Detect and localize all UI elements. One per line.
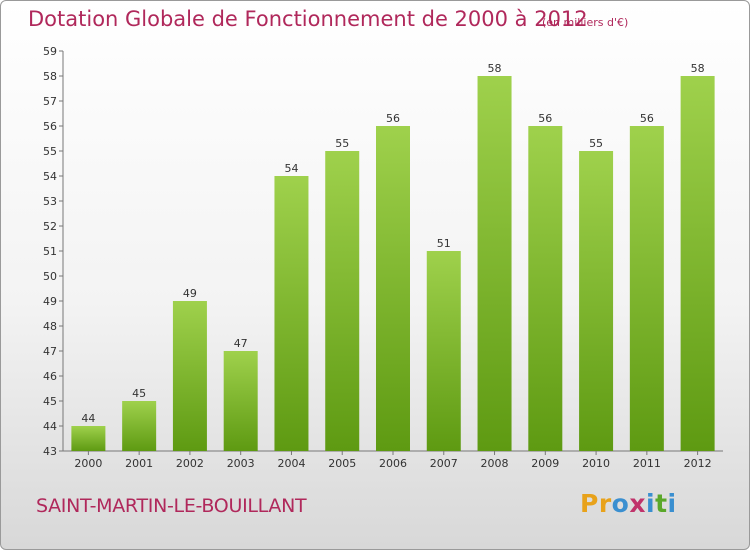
x-tick-label: 2001	[125, 457, 153, 470]
bar	[579, 151, 614, 451]
logo-letter: o	[611, 489, 630, 518]
bar	[71, 426, 106, 451]
bar	[426, 251, 461, 451]
bar	[376, 126, 410, 451]
bar-value-label: 58	[691, 62, 705, 75]
proxiti-logo: Proxiti	[580, 489, 677, 518]
y-tick-label: 45	[43, 395, 57, 408]
bar-value-label: 54	[284, 162, 298, 175]
logo-letter: i	[667, 489, 677, 518]
y-tick-label: 43	[43, 445, 57, 458]
logo-letter: i	[646, 489, 656, 518]
y-tick-label: 52	[43, 220, 57, 233]
y-tick-label: 53	[43, 195, 57, 208]
commune-name: SAINT-MARTIN-LE-BOUILLANT	[36, 495, 307, 517]
logo-letter: t	[655, 489, 668, 518]
y-tick-label: 56	[43, 120, 57, 133]
bar-value-label: 47	[234, 337, 248, 350]
bar	[528, 126, 563, 451]
bar-value-label: 56	[538, 112, 552, 125]
bar	[172, 301, 207, 451]
y-tick-label: 55	[43, 145, 57, 158]
y-tick-label: 47	[43, 345, 57, 358]
x-tick-label: 2004	[277, 457, 305, 470]
logo-letter: x	[629, 489, 646, 518]
bar-value-label: 56	[640, 112, 654, 125]
bar	[680, 76, 715, 451]
x-tick-label: 2002	[176, 457, 204, 470]
y-tick-label: 50	[43, 270, 57, 283]
x-tick-label: 2009	[531, 457, 559, 470]
y-tick-label: 57	[43, 95, 57, 108]
y-tick-label: 49	[43, 295, 57, 308]
bar-value-label: 58	[488, 62, 502, 75]
x-tick-label: 2007	[430, 457, 458, 470]
x-tick-label: 2008	[481, 457, 509, 470]
chart-title: Dotation Globale de Fonctionnement de 20…	[28, 7, 588, 31]
x-tick-label: 2006	[379, 457, 407, 470]
bar	[477, 76, 512, 451]
x-tick-label: 2003	[227, 457, 255, 470]
y-tick-label: 51	[43, 245, 57, 258]
unit-label: (en milliers d'€)	[542, 16, 629, 29]
bar	[223, 351, 258, 451]
y-tick-label: 54	[43, 170, 57, 183]
bar	[122, 401, 157, 451]
bar	[629, 126, 664, 451]
y-tick-label: 44	[43, 420, 57, 433]
x-tick-label: 2011	[633, 457, 661, 470]
x-tick-label: 2005	[328, 457, 356, 470]
bar	[274, 176, 309, 451]
bar-value-label: 56	[386, 112, 400, 125]
logo-letter: r	[598, 489, 612, 518]
y-tick-label: 46	[43, 370, 57, 383]
bar-value-label: 55	[589, 137, 603, 150]
bar-value-label: 55	[335, 137, 349, 150]
bar-value-label: 44	[81, 412, 95, 425]
logo-letter: P	[580, 489, 599, 518]
x-tick-label: 2010	[582, 457, 610, 470]
bar-value-label: 45	[132, 387, 146, 400]
y-tick-label: 59	[43, 45, 57, 58]
x-tick-label: 2000	[74, 457, 102, 470]
x-tick-label: 2012	[684, 457, 712, 470]
y-tick-label: 48	[43, 320, 57, 333]
bar	[325, 151, 360, 451]
y-tick-label: 58	[43, 70, 57, 83]
bar-value-label: 51	[437, 237, 451, 250]
bar-value-label: 49	[183, 287, 197, 300]
